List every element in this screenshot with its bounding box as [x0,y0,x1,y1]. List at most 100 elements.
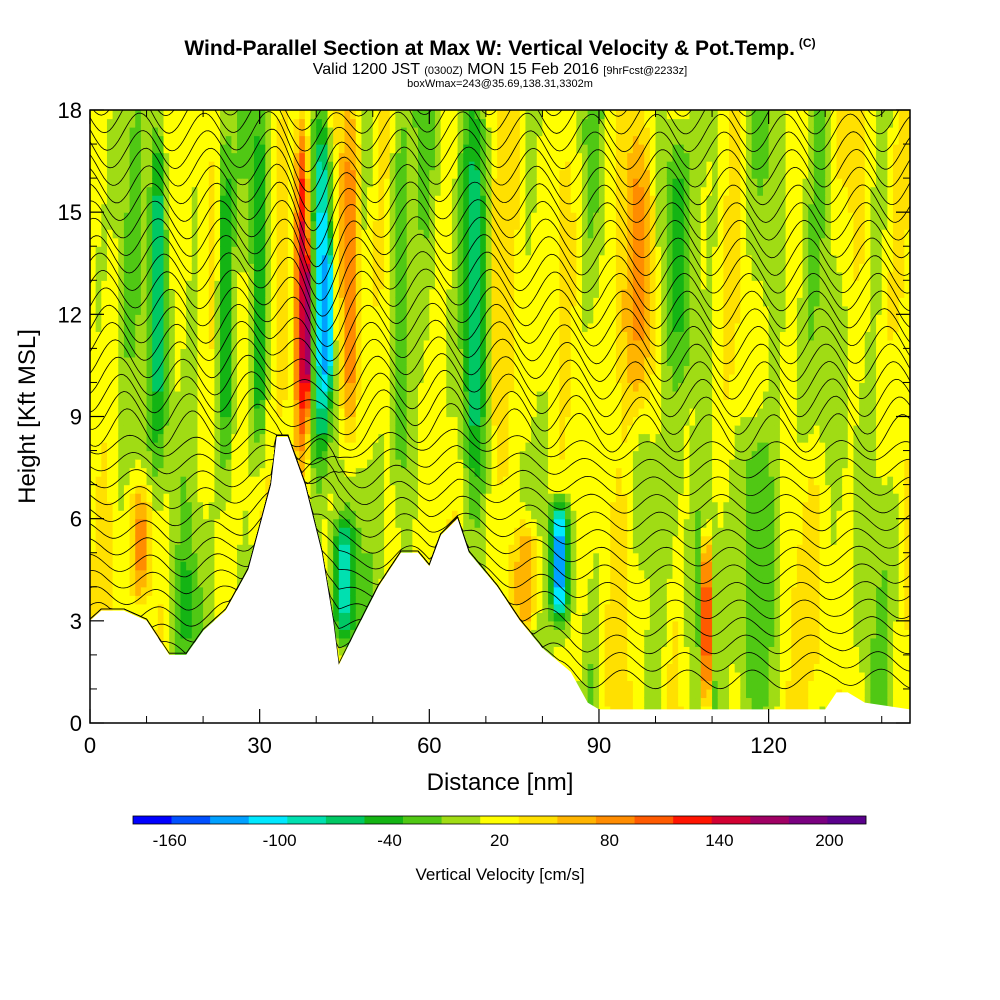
velocity-cell [384,501,391,511]
velocity-cell [423,322,430,332]
velocity-cell [440,229,447,239]
velocity-cell [401,484,408,494]
velocity-cell [259,220,266,230]
velocity-cell [389,459,396,469]
velocity-cell [208,178,216,188]
velocity-cell [186,152,193,162]
velocity-cell [270,407,278,418]
velocity-cell [101,144,108,154]
velocity-cell [95,433,102,443]
velocity-cell [282,348,289,358]
velocity-cell [316,339,323,349]
velocity-cell [418,535,425,545]
velocity-cell [299,280,306,290]
velocity-cell [208,339,216,349]
velocity-cell [135,212,142,222]
velocity-cell [191,339,199,349]
velocity-cell [208,382,216,392]
velocity-cell [135,399,142,409]
velocity-cell [146,561,153,571]
velocity-cell [434,195,442,205]
velocity-cell [401,135,408,145]
velocity-cell [372,339,380,349]
velocity-cell [463,339,470,349]
velocity-cell [412,203,419,213]
velocity-cell [333,578,340,588]
velocity-cell [106,561,114,571]
velocity-cell [203,169,210,179]
velocity-cell [135,127,142,137]
velocity-cell [220,127,227,137]
velocity-cell [242,135,249,145]
velocity-cell [237,501,244,511]
velocity-cell [395,348,402,358]
velocity-cell [157,399,165,409]
velocity-cell [169,220,176,230]
velocity-cell [384,118,391,128]
velocity-cell [135,271,142,281]
velocity-cell [157,280,165,290]
velocity-cell [186,356,193,367]
velocity-cell [152,527,159,537]
velocity-cell [197,118,204,128]
velocity-cell [220,110,227,120]
velocity-cell [282,425,289,435]
velocity-cell [254,305,261,315]
velocity-cell [186,348,193,358]
velocity-cell [299,331,306,341]
velocity-cell [474,407,481,418]
velocity-cell [90,288,97,298]
velocity-cell [90,552,97,562]
velocity-cell [157,629,165,639]
velocity-cell [186,629,193,639]
velocity-cell [174,348,182,358]
velocity-cell [220,416,227,426]
velocity-cell [463,314,470,324]
velocity-cell [112,442,119,452]
velocity-cell [457,518,464,528]
velocity-cell [265,127,272,137]
velocity-cell [259,152,266,162]
velocity-cell [129,220,136,230]
velocity-cell [106,450,114,460]
velocity-cell [401,348,408,358]
velocity-cell [174,578,182,588]
velocity-cell [429,382,436,392]
velocity-cell [344,620,351,630]
velocity-cell [463,135,470,145]
velocity-cell [180,322,187,332]
velocity-cell [434,331,442,341]
velocity-cell [197,365,204,375]
velocity-cell [169,127,176,137]
velocity-cell [112,407,119,418]
velocity-cell [367,331,374,341]
velocity-cell [389,135,396,145]
velocity-cell [225,552,232,562]
velocity-cell [321,535,329,545]
velocity-cell [237,339,244,349]
velocity-cell [440,510,447,520]
velocity-cell [361,305,368,315]
velocity-cell [446,152,453,162]
velocity-cell [350,518,357,528]
velocity-cell [129,493,136,503]
velocity-cell [361,433,368,443]
velocity-cell [350,322,357,332]
velocity-cell [140,288,148,298]
velocity-cell [90,476,97,486]
velocity-cell [304,442,312,452]
velocity-cell [327,510,334,520]
velocity-cell [106,382,114,392]
velocity-cell [299,297,306,307]
velocity-cell [287,203,295,213]
velocity-cell [203,450,210,460]
velocity-cell [203,212,210,222]
velocity-cell [146,229,153,239]
velocity-cell [270,390,278,401]
velocity-cell [101,501,108,511]
velocity-cell [367,203,374,213]
velocity-cell [429,459,436,469]
velocity-cell [174,586,182,596]
velocity-cell [203,297,210,307]
velocity-cell [451,152,459,162]
